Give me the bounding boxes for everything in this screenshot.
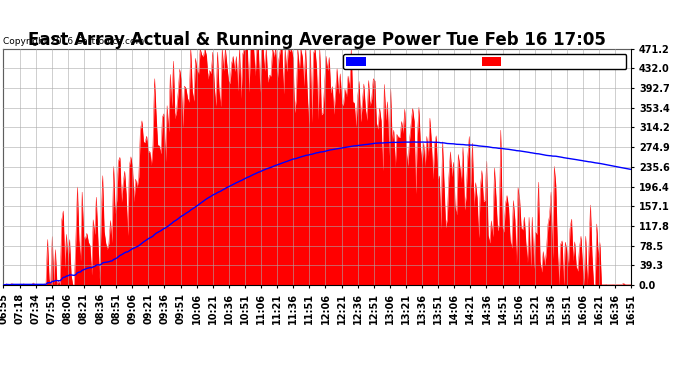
Legend: Average (DC Watts), East Array (DC Watts): Average (DC Watts), East Array (DC Watts… — [344, 54, 627, 69]
Text: Copyright 2016 Cartronics.com: Copyright 2016 Cartronics.com — [3, 38, 145, 46]
Title: East Array Actual & Running Average Power Tue Feb 16 17:05: East Array Actual & Running Average Powe… — [28, 31, 607, 49]
